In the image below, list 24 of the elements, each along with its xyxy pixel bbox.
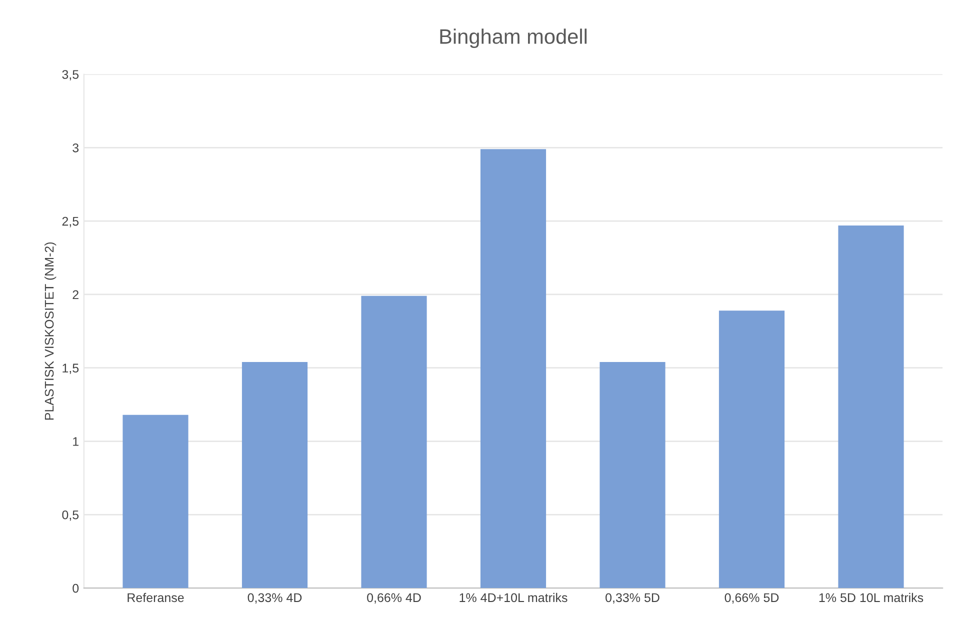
x-tick-label: 1% 4D+10L matriks xyxy=(460,592,568,602)
y-tick-label: 3,5 xyxy=(62,70,79,80)
x-tick-label: 0,66% 5D xyxy=(724,593,779,604)
y-tick-label: 0,5 xyxy=(62,510,79,521)
bar xyxy=(361,296,427,588)
y-tick-label: 2,5 xyxy=(62,216,79,228)
bar xyxy=(718,310,785,588)
y-tick-label: 1 xyxy=(73,437,78,446)
bar xyxy=(242,362,308,588)
y-tick-label: 0 xyxy=(72,584,79,593)
y-tick-label: 2 xyxy=(72,290,78,299)
chart-title: Bingham modell xyxy=(440,28,587,48)
x-tick-label: Referanse xyxy=(128,592,184,602)
y-tick-label: 1,5 xyxy=(62,364,79,374)
x-tick-label: 0,33% 5D xyxy=(606,593,660,604)
bar xyxy=(122,414,188,588)
bar xyxy=(838,225,904,588)
y-axis-title: PLASTISK VISKOSITET (NM-2) xyxy=(44,242,56,420)
bar xyxy=(480,149,546,588)
x-tick-label: 0,66% 4D xyxy=(367,593,421,604)
bar xyxy=(600,362,666,588)
x-tick-label: 0,33% 4D xyxy=(248,593,302,604)
y-tick-label: 3 xyxy=(72,143,79,152)
x-tick-label: 1% 5D 10L matriks xyxy=(819,592,924,602)
